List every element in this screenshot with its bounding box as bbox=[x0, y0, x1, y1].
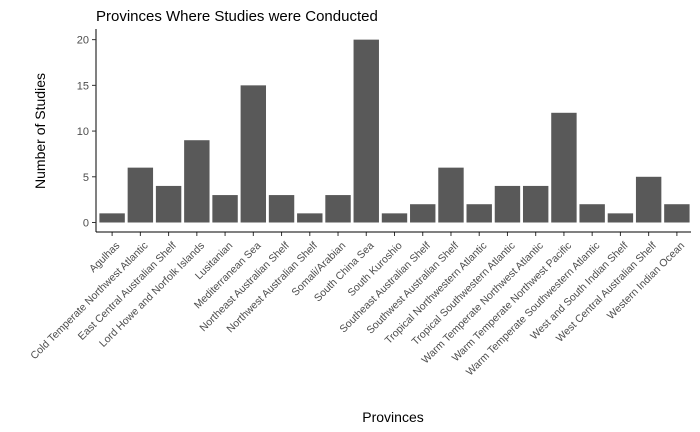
y-tick-label: 0 bbox=[83, 218, 89, 230]
y-tick-label: 5 bbox=[83, 172, 89, 184]
bar-20 bbox=[635, 176, 662, 223]
bar-14 bbox=[466, 204, 492, 223]
y-tick-label: 15 bbox=[77, 80, 89, 92]
bar-11 bbox=[381, 213, 408, 223]
bar-18 bbox=[579, 204, 605, 223]
bar-10 bbox=[353, 39, 379, 223]
x-tick-label: Cold Temperate Northwest Atlantic bbox=[28, 240, 150, 362]
bar-13 bbox=[438, 167, 464, 223]
bar-15 bbox=[494, 185, 521, 223]
bar-8 bbox=[297, 213, 323, 223]
bar-5 bbox=[212, 195, 238, 223]
bar-6 bbox=[240, 85, 267, 223]
y-tick-label: 20 bbox=[77, 35, 89, 47]
x-axis-title: Provinces bbox=[362, 409, 423, 425]
bar-4 bbox=[184, 140, 210, 223]
y-axis-title: Number of Studies bbox=[32, 73, 48, 189]
bar-19 bbox=[607, 213, 634, 223]
bar-2 bbox=[127, 167, 154, 223]
chart-title: Provinces Where Studies were Conducted bbox=[96, 8, 378, 25]
bar-9 bbox=[325, 195, 351, 223]
y-tick-label: 10 bbox=[77, 126, 89, 138]
y-axis: 0 5 10 15 20 bbox=[77, 29, 97, 232]
bar-1 bbox=[99, 213, 125, 223]
bar-16 bbox=[522, 185, 549, 223]
bars-group bbox=[99, 39, 690, 223]
bar-7 bbox=[268, 195, 295, 223]
bar-21 bbox=[664, 204, 690, 223]
bar-12 bbox=[410, 204, 436, 223]
bar-3 bbox=[155, 185, 182, 223]
bar-17 bbox=[551, 112, 577, 223]
